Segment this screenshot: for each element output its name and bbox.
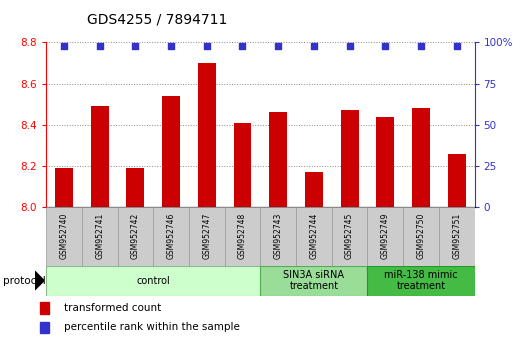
Point bbox=[203, 43, 211, 48]
Bar bbox=[55, 168, 73, 207]
Bar bbox=[82, 207, 117, 266]
Text: GSM952750: GSM952750 bbox=[417, 213, 425, 259]
Text: GSM952744: GSM952744 bbox=[309, 213, 319, 259]
Text: GSM952751: GSM952751 bbox=[452, 213, 461, 259]
Text: SIN3A siRNA
treatment: SIN3A siRNA treatment bbox=[283, 270, 344, 291]
Bar bbox=[260, 266, 367, 296]
Point bbox=[239, 43, 247, 48]
Bar bbox=[46, 207, 82, 266]
Text: control: control bbox=[136, 275, 170, 286]
Text: GSM952745: GSM952745 bbox=[345, 213, 354, 259]
Text: GSM952747: GSM952747 bbox=[202, 213, 211, 259]
Text: GSM952743: GSM952743 bbox=[274, 213, 283, 259]
Text: GSM952746: GSM952746 bbox=[167, 213, 175, 259]
Bar bbox=[377, 116, 394, 207]
Bar bbox=[448, 154, 466, 207]
Bar bbox=[189, 207, 225, 266]
Text: miR-138 mimic
treatment: miR-138 mimic treatment bbox=[384, 270, 458, 291]
Bar bbox=[40, 302, 49, 314]
Bar bbox=[117, 207, 153, 266]
Point bbox=[95, 43, 104, 48]
Point bbox=[274, 43, 282, 48]
Bar bbox=[367, 266, 475, 296]
Bar bbox=[341, 110, 359, 207]
Point bbox=[60, 43, 68, 48]
Point bbox=[131, 43, 140, 48]
Bar bbox=[367, 207, 403, 266]
Bar bbox=[46, 266, 260, 296]
Bar bbox=[412, 108, 430, 207]
Bar bbox=[40, 321, 49, 333]
Text: GSM952742: GSM952742 bbox=[131, 213, 140, 259]
Bar bbox=[153, 207, 189, 266]
Text: percentile rank within the sample: percentile rank within the sample bbox=[64, 322, 240, 332]
Bar bbox=[269, 113, 287, 207]
Bar bbox=[225, 207, 260, 266]
Text: GSM952741: GSM952741 bbox=[95, 213, 104, 259]
Bar bbox=[403, 207, 439, 266]
Text: protocol: protocol bbox=[3, 275, 45, 286]
Text: GSM952748: GSM952748 bbox=[238, 213, 247, 259]
Point bbox=[345, 43, 353, 48]
Polygon shape bbox=[35, 271, 44, 290]
Bar bbox=[296, 207, 332, 266]
Bar bbox=[260, 207, 296, 266]
Bar bbox=[233, 123, 251, 207]
Point bbox=[167, 43, 175, 48]
Bar bbox=[439, 207, 475, 266]
Text: GDS4255 / 7894711: GDS4255 / 7894711 bbox=[87, 12, 228, 27]
Point bbox=[310, 43, 318, 48]
Text: GSM952749: GSM952749 bbox=[381, 213, 390, 259]
Point bbox=[381, 43, 389, 48]
Text: transformed count: transformed count bbox=[64, 303, 161, 313]
Text: GSM952740: GSM952740 bbox=[60, 213, 69, 259]
Bar bbox=[332, 207, 367, 266]
Bar bbox=[91, 106, 109, 207]
Bar bbox=[305, 172, 323, 207]
Point bbox=[417, 43, 425, 48]
Bar bbox=[162, 96, 180, 207]
Bar bbox=[198, 63, 216, 207]
Bar bbox=[127, 168, 144, 207]
Point bbox=[452, 43, 461, 48]
